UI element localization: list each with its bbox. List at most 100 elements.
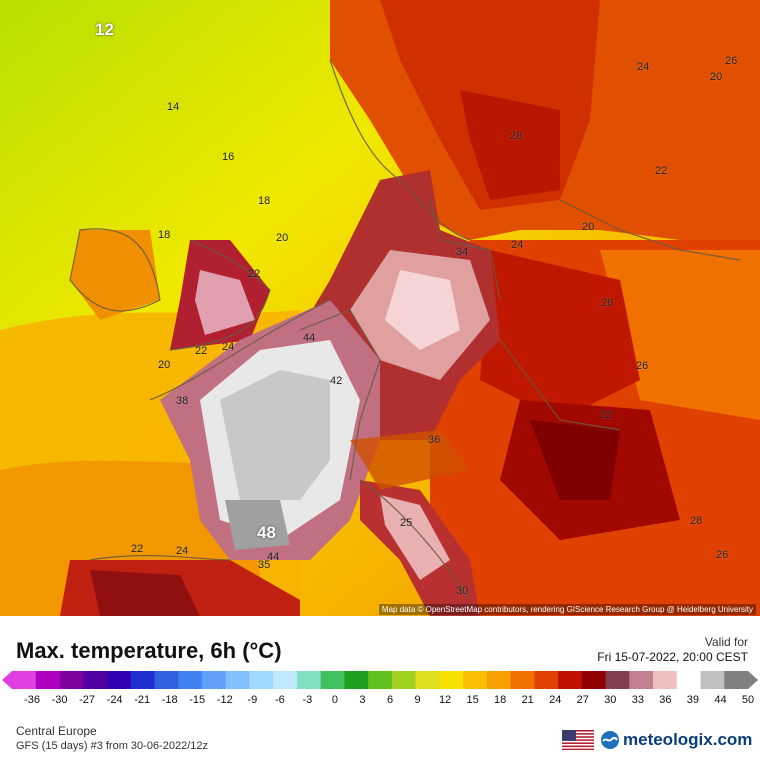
isotherm-label: 22 [131,543,144,555]
scale-tick-label: 27 [576,694,589,706]
scale-tick-label: -24 [106,694,123,706]
temperature-map[interactable]: 12 14 16 18 18 20 22 20 22 24 20 28 22 2… [0,0,760,616]
scale-swatch [225,671,251,689]
scale-tick-label: 30 [604,694,617,706]
isotherm-label: 24 [511,239,524,251]
scale-swatch [676,671,702,689]
scale-swatch [415,671,440,689]
isotherm-label: 26 [716,549,729,561]
scale-tick-label: 44 [714,694,727,706]
meteologix-logo-icon [601,731,619,749]
scale-swatch [558,671,583,689]
isotherm-label: 20 [276,232,289,244]
scale-tick-label: 15 [466,694,479,706]
scale-swatch [344,671,369,689]
model-run-label: GFS (15 days) #3 from 30-06-2022/12z [16,740,208,752]
isotherm-label: 48 [257,523,276,542]
isotherm-label: 20 [582,221,595,233]
isotherm-label: 22 [248,268,261,280]
scale-swatch [249,671,274,689]
isotherm-label: 36 [428,434,441,446]
scale-tick-label: 21 [521,694,534,706]
scale-swatch [296,671,322,689]
isotherm-label: 35 [258,559,271,571]
scale-swatch [106,671,132,689]
scale-arrow-right [748,671,758,689]
scale-tick-label: 36 [659,694,672,706]
scale-tick-label: -21 [134,694,151,706]
scale-tick-label: 3 [359,694,366,706]
scale-swatch [368,671,393,689]
scale-tick-label: -3 [302,694,313,706]
isotherm-label: 34 [456,246,469,258]
scale-swatch [486,671,512,689]
scale-swatch [534,671,559,689]
legend-panel: Max. temperature, 6h (°C) Valid for Fri … [0,616,760,760]
isotherm-label: 22 [655,165,668,177]
isotherm-label: 44 [267,551,280,563]
scale-tick-label: 50 [741,694,755,706]
scale-swatch [581,671,607,689]
scale-swatch [510,671,535,689]
isotherm-label: 22 [600,409,613,421]
isotherm-label: 26 [725,55,738,67]
color-scale-bar [2,671,758,689]
valid-label: Valid for [704,635,748,649]
map-canvas [0,0,760,616]
us-flag-icon [562,730,594,750]
color-scale-ticks: -36 -30 -27 -24 -21 -18 -15 -12 -9 -6 -3 0 3 6 9 12 15 18… [0,694,760,710]
isotherm-label: 28 [510,130,523,142]
scale-swatch [59,671,84,689]
scale-swatch [154,671,179,689]
scale-tick-label: -18 [161,694,178,706]
scale-swatch [83,671,108,689]
isotherm-label: 26 [636,360,649,372]
isotherm-label: 24 [637,61,650,73]
isotherm-label: 24 [176,545,189,557]
scale-swatch [463,671,488,689]
isotherm-label: 26 [601,297,614,309]
isotherm-label: 20 [158,359,171,371]
isotherm-label: 42 [330,375,343,387]
scale-tick-label: -9 [247,694,258,706]
scale-tick-label: -12 [216,694,233,706]
scale-tick-label: 33 [631,694,644,706]
scale-swatch [724,671,749,689]
valid-date: Fri 15-07-2022, 20:00 CEST [597,650,748,664]
scale-swatch [178,671,203,689]
scale-swatch [320,671,345,689]
scale-swatch [605,671,630,689]
isotherm-label: 24 [222,341,235,353]
isotherm-label: 18 [258,195,271,207]
scale-swatch [700,671,725,689]
scale-tick-label: 39 [686,694,700,706]
scale-tick-label: 6 [386,694,394,706]
map-attribution: Map data © OpenStreetMap contributors, r… [378,604,756,615]
scale-swatch [273,671,298,689]
scale-swatch [629,671,654,689]
isotherm-label: 28 [690,515,703,527]
scale-tick-label: 24 [549,694,562,706]
isotherm-label: 22 [195,345,208,357]
isotherm-label: 30 [456,585,469,597]
scale-swatch [439,671,464,689]
map-title: Max. temperature, 6h (°C) [16,638,282,663]
scale-tick-label: -6 [274,694,285,706]
isotherm-label: 18 [158,229,171,241]
isotherm-label: 12 [95,20,114,39]
scale-arrow-left [2,671,12,689]
scale-tick-label: -36 [24,694,40,706]
isotherm-label: 38 [176,395,189,407]
scale-swatch [130,671,156,689]
isotherm-label: 16 [222,151,235,163]
isotherm-label: 44 [303,332,316,344]
brand-logo[interactable]: meteologix.com [600,730,752,750]
isotherm-label: 14 [167,101,180,113]
scale-tick-label: -15 [189,694,206,706]
scale-tick-label: -27 [79,694,96,706]
scale-tick-label: 9 [414,694,421,706]
scale-swatch [653,671,678,689]
scale-swatch [201,671,227,689]
isotherm-label: 25 [400,517,413,529]
scale-swatch [391,671,417,689]
